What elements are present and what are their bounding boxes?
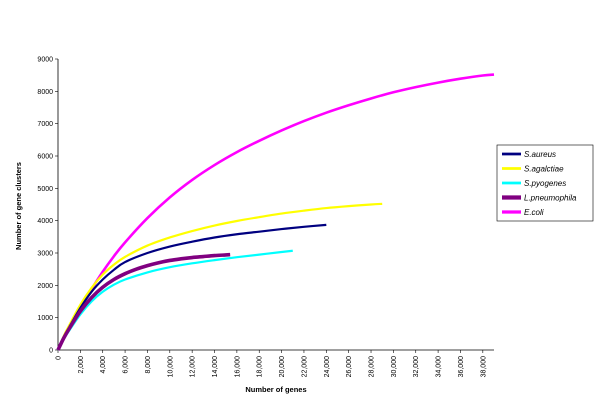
x-tick-label: 2,000	[78, 356, 85, 374]
x-tick-label: 8,000	[145, 356, 152, 374]
x-ticks: 0 2,000 4,000 6,000 8,000 10,000 12,000 14,000 1…	[56, 350, 487, 378]
y-tick-label: 0	[49, 348, 53, 355]
y-tick-label: 5000	[37, 186, 53, 193]
y-tick-label: 3000	[37, 251, 53, 258]
x-tick-label: 20,000	[279, 356, 286, 378]
series-line-e-coli	[56, 73, 495, 351]
y-ticks: 0 1000 2000 3000 4000 5000 6000 7000 8000 9000	[37, 57, 58, 355]
x-tick-label: 22,000	[301, 356, 308, 378]
x-tick-label: 18,000	[257, 356, 264, 378]
legend-items: S.aureus S.agalctiae S.pyogenes L.pneumophi…	[502, 150, 577, 217]
y-tick-label: 1000	[37, 315, 53, 322]
x-tick-label: 0	[56, 356, 63, 360]
legend-label-s-aureus: S.aureus	[524, 150, 556, 159]
legend-label-s-agalctiae: S.agalctiae	[524, 165, 564, 174]
series-line-s-agalctiae	[56, 202, 383, 351]
legend-label-s-pyogenes: S.pyogenes	[524, 179, 566, 188]
y-axis-title: Number of gene clusters	[14, 162, 23, 250]
series-line-s-aureus	[56, 223, 327, 351]
legend-label-e-coli: E.coli	[524, 208, 544, 217]
series-line-s-pyogenes	[57, 249, 293, 351]
x-tick-label: 34,000	[436, 356, 443, 378]
series-line-l-pneumophila	[56, 252, 231, 351]
y-tick-label: 6000	[37, 154, 53, 161]
y-tick-label: 8000	[37, 89, 53, 96]
x-tick-label: 4,000	[100, 356, 107, 374]
legend: S.aureus S.agalctiae S.pyogenes L.pneumophi…	[496, 144, 594, 222]
y-tick-label: 9000	[37, 57, 53, 64]
y-tick-label: 7000	[37, 121, 53, 128]
x-tick-label: 24,000	[324, 356, 331, 378]
x-tick-label: 26,000	[346, 356, 353, 378]
x-tick-label: 38,000	[480, 356, 487, 378]
legend-label-l-pneumophila: L.pneumophila	[524, 194, 577, 203]
x-tick-label: 30,000	[391, 356, 398, 378]
x-tick-label: 10,000	[167, 356, 174, 378]
x-tick-label: 16,000	[234, 356, 241, 378]
x-tick-label: 36,000	[458, 356, 465, 378]
y-tick-label: 2000	[37, 283, 53, 290]
axes	[57, 59, 494, 351]
series-lines	[56, 73, 495, 351]
x-tick-label: 6,000	[123, 356, 130, 374]
y-tick-label: 4000	[37, 218, 53, 225]
x-tick-label: 32,000	[413, 356, 420, 378]
x-tick-label: 14,000	[212, 356, 219, 378]
x-axis-title: Number of genes	[245, 385, 306, 394]
x-tick-label: 28,000	[369, 356, 376, 378]
x-tick-label: 12,000	[190, 356, 197, 378]
